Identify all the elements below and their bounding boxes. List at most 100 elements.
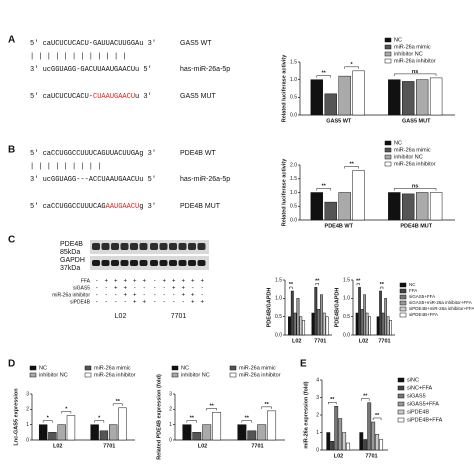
- legend-swatch: [229, 365, 237, 371]
- blot-sign: -: [124, 300, 126, 306]
- legend-swatch: [384, 58, 392, 64]
- legend-label: siPDE4B+miR-26a inhibitor+FFA: [409, 306, 474, 311]
- legend-swatch: [384, 147, 392, 153]
- legend-swatch: [399, 282, 407, 288]
- x-tick-label: L02: [359, 338, 368, 344]
- y-tick-label: 2: [26, 407, 29, 413]
- sequence: | | | | | | | | |: [30, 163, 101, 171]
- blot-size: 85kDa: [60, 249, 80, 256]
- sequence: 5' caUCUCUCACU-GAUUACUUGGAu 3': [30, 40, 156, 48]
- x-tick-label: 7701: [365, 453, 377, 459]
- bar: [324, 201, 337, 221]
- blot-sign: -: [96, 293, 98, 299]
- bar: [355, 312, 359, 336]
- blot-sign: -: [143, 293, 145, 299]
- significance-label: **: [349, 161, 354, 167]
- legend-label: siGAS5+FFA: [407, 401, 439, 407]
- blot-sign: +: [114, 279, 118, 285]
- blot-sign: +: [133, 300, 137, 306]
- legend-label: siPDE4B+FFA: [407, 417, 443, 423]
- legend-label: siPDE4B+FFA: [409, 312, 438, 317]
- blot-band: [169, 260, 177, 266]
- significance-label: *: [351, 62, 354, 68]
- sequence: 3' ucGGUAGG-GACUUAAUGAACUu 5': [30, 66, 152, 74]
- significance-label: **: [356, 278, 361, 284]
- bar: [338, 418, 343, 451]
- y-axis-label: Related PDE4B expression (fold): [156, 374, 162, 460]
- blot-sign: +: [181, 279, 185, 285]
- blot-sign: +: [114, 286, 118, 292]
- legend-swatch: [397, 409, 405, 415]
- bar: [388, 192, 401, 221]
- bar: [293, 312, 297, 336]
- y-axis-label: PDE4B/GAPDH: [334, 288, 340, 328]
- y-tick-label: 0.0: [343, 332, 350, 338]
- blot-band: [159, 260, 168, 266]
- x-tick-label: GAS5 WT: [326, 118, 352, 124]
- blot-cell-line: L02: [115, 313, 127, 320]
- blot-band: [111, 260, 119, 266]
- blot-sign: +: [142, 279, 146, 285]
- bar: [429, 77, 443, 116]
- bar: [416, 192, 429, 221]
- panel-label: C: [8, 235, 15, 246]
- panel-label: D: [8, 359, 15, 370]
- sequence-part: AAUGAACU: [106, 203, 140, 211]
- bar: [346, 442, 351, 451]
- bar: [192, 432, 202, 441]
- significance-label: **: [380, 282, 385, 288]
- legend-swatch: [397, 393, 405, 399]
- bar: [363, 294, 366, 336]
- blot-sign: +: [200, 279, 204, 285]
- blot-sign: -: [163, 300, 165, 306]
- blot-sign: +: [123, 286, 127, 292]
- x-tick-label: 7701: [103, 443, 115, 449]
- blot-band: [130, 260, 138, 266]
- significance-label: **: [190, 416, 195, 422]
- legend-label: siGAS5: [407, 393, 426, 399]
- significance-label: **: [322, 71, 327, 77]
- bar: [365, 312, 369, 336]
- legend-swatch: [384, 44, 392, 50]
- y-tick-label: 0.5: [275, 314, 282, 320]
- legend-label: miR-26a mimic: [394, 44, 431, 50]
- bar: [352, 70, 365, 116]
- y-tick-label: 0.5: [290, 95, 297, 101]
- bar: [314, 287, 318, 336]
- significance-label: **: [116, 399, 121, 405]
- blot-sign: -: [134, 286, 136, 292]
- legend-swatch: [384, 37, 392, 43]
- significance-label: **: [264, 402, 269, 408]
- legend-label: inhibitor NC: [394, 154, 423, 160]
- y-tick-label: 1: [169, 422, 172, 428]
- bar: [384, 298, 387, 336]
- y-tick-label: 0.0: [290, 217, 297, 223]
- bar: [57, 424, 66, 441]
- blot-sign: -: [154, 286, 156, 292]
- blot-sign: +: [191, 279, 195, 285]
- bar: [48, 432, 57, 441]
- y-tick-label: 1: [316, 430, 319, 436]
- blot-band: [101, 243, 110, 250]
- blot-band: [101, 260, 110, 266]
- x-tick-label: 7701: [378, 338, 390, 344]
- legend-label: inhibitor NC: [39, 372, 68, 378]
- legend-label: NC: [181, 365, 189, 371]
- blot-sign: +: [104, 279, 108, 285]
- legend-swatch: [84, 372, 92, 378]
- blot-sign: -: [115, 293, 117, 299]
- significance-bracket: [261, 406, 272, 409]
- sequence-part: 5' caUCUCUCACU-: [30, 93, 93, 101]
- sequence-part: CUAAUGAACU: [93, 93, 135, 101]
- blot-band: [139, 260, 148, 266]
- bar: [379, 439, 384, 451]
- bar: [360, 309, 364, 336]
- legend-label: miR-26a inhibitor: [94, 372, 136, 378]
- bar: [290, 290, 294, 336]
- significance-bracket: [380, 286, 384, 289]
- blot-band: [111, 243, 119, 250]
- blot-sign: +: [123, 279, 127, 285]
- panel-label: A: [8, 35, 15, 46]
- sequence-label: GAS5 MUT: [180, 93, 217, 100]
- legend-label: miR-26a mimic: [94, 365, 131, 371]
